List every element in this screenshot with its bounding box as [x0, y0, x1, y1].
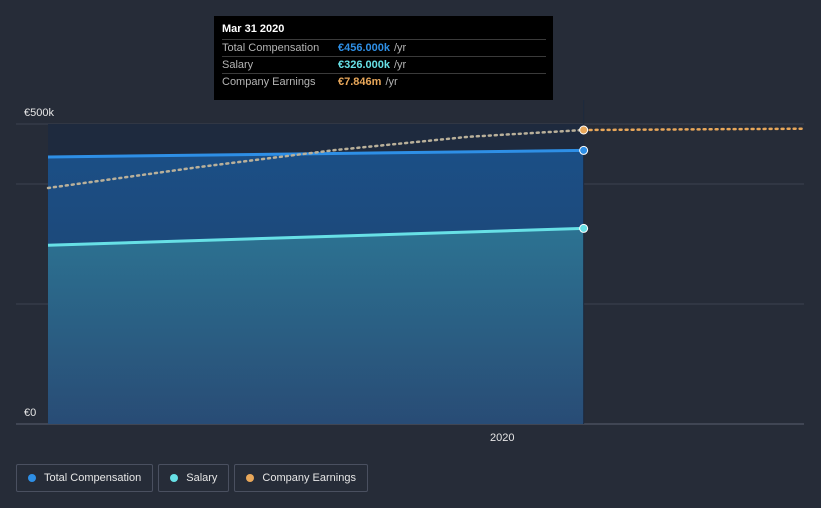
- legend-item-salary[interactable]: Salary: [158, 464, 230, 492]
- tooltip-row-salary: Salary €326.000k /yr: [222, 56, 546, 73]
- tooltip-unit: /yr: [385, 76, 398, 88]
- legend-item-company-earnings[interactable]: Company Earnings: [234, 464, 368, 492]
- salary-point: [579, 223, 589, 233]
- legend: Total Compensation Salary Company Earnin…: [16, 464, 368, 492]
- company-earnings-line-past: [46, 128, 585, 190]
- tooltip-label: Total Compensation: [222, 42, 320, 54]
- legend-dot-icon: [170, 474, 179, 482]
- company-earnings-point: [579, 125, 589, 135]
- x-tick-label: 2020: [490, 432, 514, 444]
- legend-label: Company Earnings: [262, 472, 356, 484]
- salary-line: [47, 226, 584, 247]
- legend-label: Salary: [186, 472, 218, 484]
- y-tick-label: €500k: [24, 107, 54, 119]
- tooltip-value: €326.000k: [338, 59, 390, 71]
- legend-dot-icon: [246, 474, 255, 482]
- salary-area: [48, 228, 584, 424]
- legend-dot-icon: [28, 474, 36, 482]
- compensation-chart: €500k €0 2020: [16, 107, 806, 444]
- tooltip: Mar 31 2020 Total Compensation €456.000k…: [214, 16, 553, 100]
- y-tick-label: €0: [24, 407, 36, 419]
- tooltip-row-total-compensation: Total Compensation €456.000k /yr: [222, 39, 546, 56]
- total-compensation-line: [47, 148, 584, 159]
- tooltip-unit: /yr: [394, 42, 407, 54]
- total-compensation-point: [579, 145, 589, 155]
- tooltip-unit: /yr: [394, 59, 407, 71]
- tooltip-value: €456.000k: [338, 42, 390, 54]
- legend-item-total-compensation[interactable]: Total Compensation: [16, 464, 154, 492]
- tooltip-label: Salary: [222, 59, 254, 71]
- tooltip-label: Company Earnings: [222, 76, 316, 88]
- company-earnings-line-future: [582, 127, 806, 132]
- tooltip-value: €7.846m: [338, 76, 382, 88]
- legend-label: Total Compensation: [44, 472, 142, 484]
- tooltip-row-company-earnings: Company Earnings €7.846m /yr: [222, 73, 546, 90]
- tooltip-date: Mar 31 2020: [222, 23, 285, 35]
